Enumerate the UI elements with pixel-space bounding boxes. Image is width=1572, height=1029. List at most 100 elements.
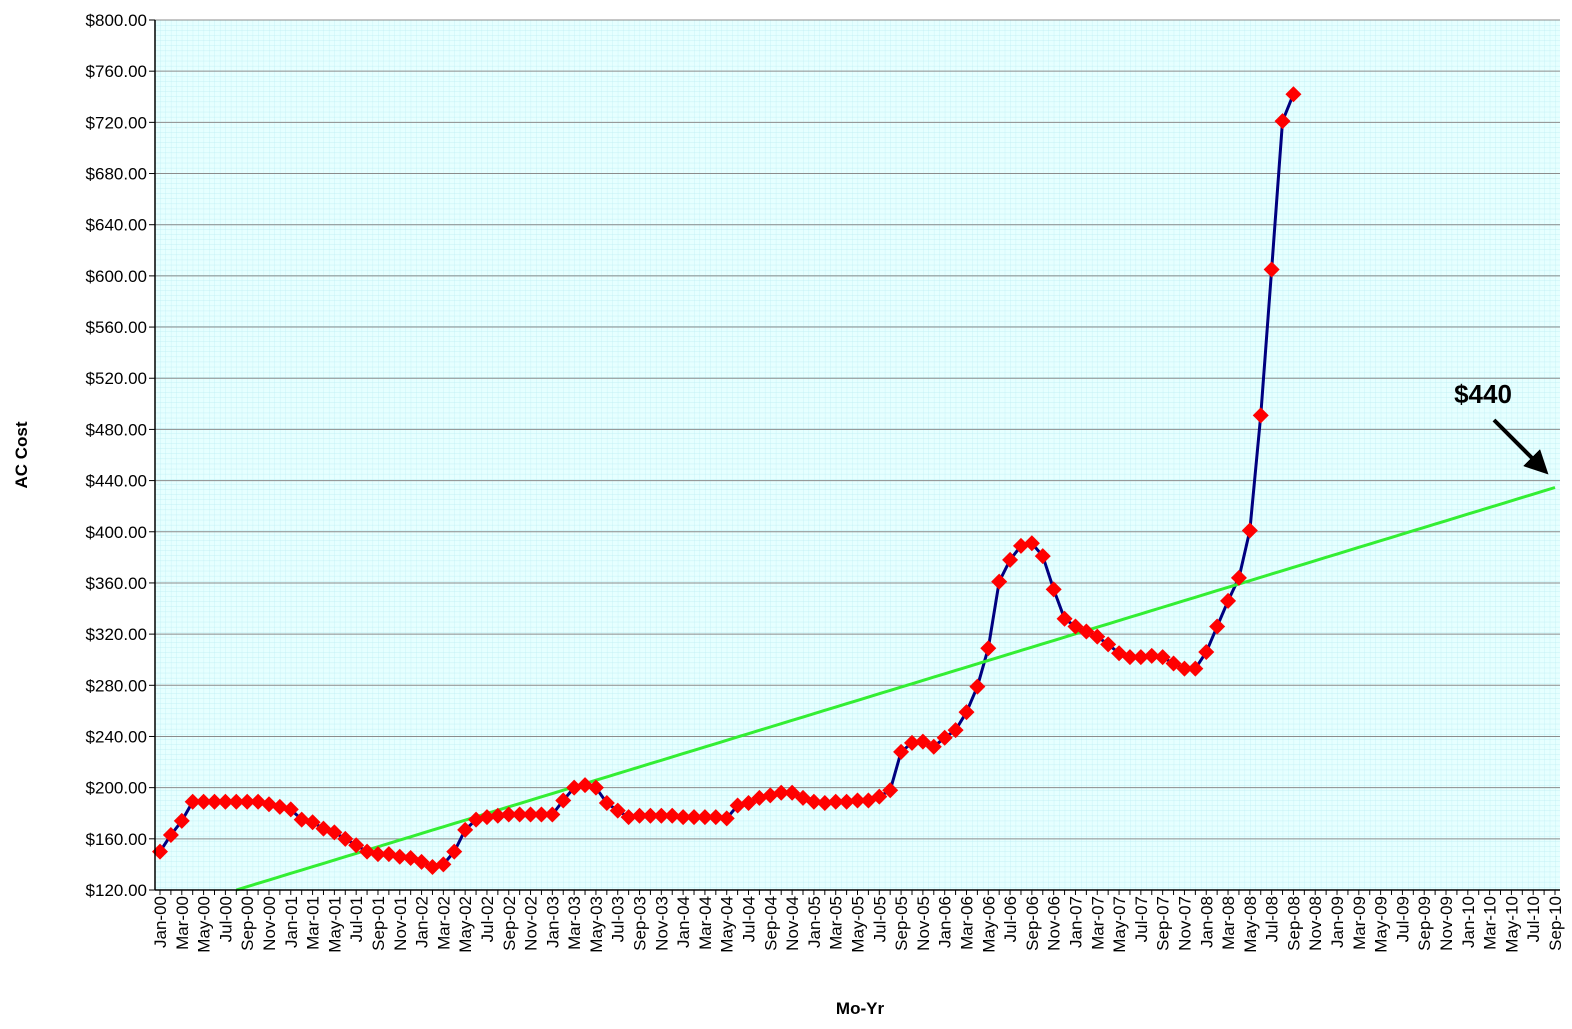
x-tick-label: Mar-06: [957, 896, 976, 950]
data-point: [936, 729, 953, 746]
y-tick-label: $680.00: [86, 165, 147, 184]
x-tick-label: Mar-07: [1088, 896, 1107, 950]
x-tick-label: May-08: [1241, 896, 1260, 953]
data-point: [587, 779, 604, 796]
x-tick-label: Nov-01: [391, 896, 410, 951]
data-point: [1252, 407, 1269, 424]
data-point: [620, 809, 637, 826]
x-tick-label: Jan-09: [1328, 896, 1347, 948]
data-point: [1220, 592, 1237, 609]
x-tick-label: Jan-02: [413, 896, 432, 948]
x-tick-label: Sep-05: [892, 896, 911, 951]
data-point: [304, 814, 321, 831]
x-tick-label: Nov-06: [1045, 896, 1064, 951]
x-tick-label: May-10: [1502, 896, 1521, 953]
data-point: [686, 809, 703, 826]
data-point: [991, 573, 1008, 590]
data-point: [348, 837, 365, 854]
data-point: [282, 801, 299, 818]
data-point: [206, 793, 223, 810]
data-point: [555, 792, 572, 809]
markers: [152, 86, 1302, 875]
data-point: [1089, 628, 1106, 645]
y-axis-label: AC Cost: [12, 421, 31, 488]
x-tick-label: Nov-02: [522, 896, 541, 951]
x-tick-label: Mar-08: [1219, 896, 1238, 950]
x-tick-label: Jul-03: [609, 896, 628, 942]
y-tick-label: $360.00: [86, 574, 147, 593]
x-tick-label: Sep-09: [1415, 896, 1434, 951]
series-line: [235, 486, 1556, 892]
data-point: [337, 830, 354, 847]
x-tick-label: May-04: [718, 896, 737, 953]
data-point: [566, 779, 583, 796]
x-tick-label: May-01: [325, 896, 344, 953]
data-point: [838, 793, 855, 810]
data-point: [162, 826, 179, 843]
y-tick-label: $760.00: [86, 62, 147, 81]
x-tick-label: Mar-02: [434, 896, 453, 950]
x-tick-label: Sep-02: [500, 896, 519, 951]
y-tick-label: $520.00: [86, 369, 147, 388]
grid: [155, 19, 1560, 891]
data-point: [1078, 623, 1095, 640]
data-point: [925, 738, 942, 755]
data-point: [577, 777, 594, 794]
data-point: [1285, 86, 1302, 103]
x-axis-label: Mo-Yr: [836, 999, 885, 1018]
x-tick-label: Jan-00: [151, 896, 170, 948]
data-point: [707, 809, 724, 826]
data-point: [1143, 647, 1160, 664]
x-tick-label: Mar-01: [304, 896, 323, 950]
y-tick-label: $320.00: [86, 625, 147, 644]
data-point: [413, 853, 430, 870]
x-tick-label: Jul-05: [870, 896, 889, 942]
data-point: [816, 795, 833, 811]
x-tick-label: Mar-05: [827, 896, 846, 950]
data-point: [729, 797, 746, 814]
x-tick-label: Mar-10: [1481, 896, 1500, 950]
data-point: [1100, 636, 1117, 653]
data-point: [293, 811, 310, 828]
y-tick-label: $440.00: [86, 472, 147, 491]
x-tick-label: Sep-01: [369, 896, 388, 951]
data-point: [489, 807, 506, 824]
x-tick-label: Nov-04: [783, 896, 802, 951]
data-point: [1274, 113, 1291, 130]
data-point: [1230, 569, 1247, 586]
x-tick-label: Jul-01: [347, 896, 366, 942]
x-tick-label: Jan-01: [282, 896, 301, 948]
data-point: [1034, 548, 1051, 565]
x-tick-label: Jul-10: [1524, 896, 1543, 942]
x-tick-label: Nov-07: [1175, 896, 1194, 951]
x-tick-label: Jan-06: [936, 896, 955, 948]
data-point: [1165, 655, 1182, 672]
x-tick-label: May-06: [979, 896, 998, 953]
data-point: [457, 821, 474, 838]
x-tick-label: Jul-07: [1132, 896, 1151, 942]
data-point: [903, 734, 920, 751]
data-point: [914, 733, 931, 750]
data-point: [1241, 522, 1258, 539]
data-point: [882, 782, 899, 799]
annotation-arrow: [1492, 418, 1549, 475]
data-point: [871, 788, 888, 805]
data-point: [1263, 261, 1280, 278]
data-point: [239, 793, 256, 810]
data-point: [805, 793, 822, 810]
x-tick-label: Jul-08: [1263, 896, 1282, 942]
data-point: [609, 802, 626, 819]
minor-grid: [155, 20, 1560, 890]
x-tick-label: Sep-08: [1284, 896, 1303, 951]
data-point: [1132, 649, 1149, 666]
data-point: [152, 843, 168, 860]
data-point: [1121, 649, 1138, 666]
data-point: [228, 793, 245, 810]
x-tick-label: Nov-08: [1306, 896, 1325, 951]
data-point: [380, 846, 397, 863]
data-point: [653, 807, 670, 824]
x-tick-label: Nov-00: [260, 896, 279, 951]
x-tick-label: May-03: [587, 896, 606, 953]
